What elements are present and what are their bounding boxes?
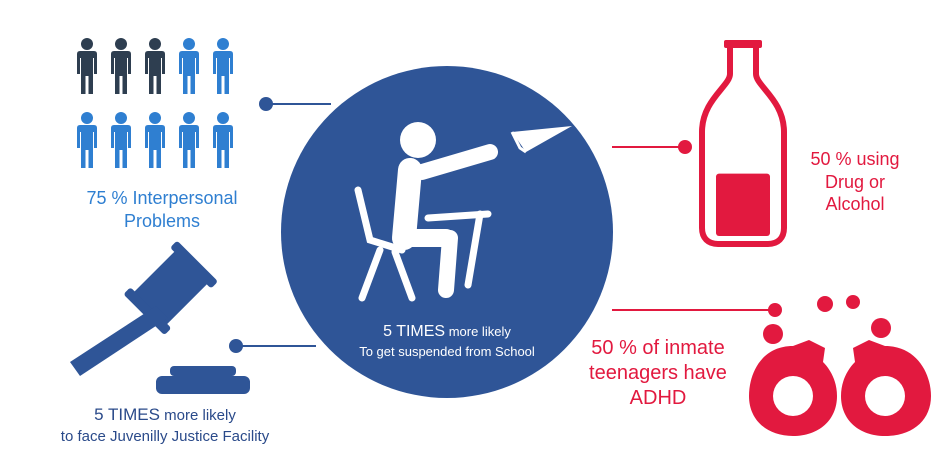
alcohol-line2: Drug or [824,171,886,192]
justice-line1: 5 TIMES more likely [30,404,300,426]
connector-dot-gavel [229,339,243,353]
handcuffs-icon [749,295,931,436]
person-figure [213,112,233,168]
connector-dot-bottle [678,140,692,154]
bottle-liquid [716,173,770,236]
interpersonal-caption: 75 % Interpersonal Problems [72,187,252,232]
adhd-line1: 50 % of inmate [591,337,725,359]
person-figure [179,112,199,168]
alcohol-caption: 50 % using Drug or Alcohol [790,148,920,216]
student-throwing-paper-plane-icon [354,122,572,302]
connector-dot-handcuffs [768,303,782,317]
center-caption: 5 TIMES more likely To get suspended fro… [327,322,567,360]
center-caption-line1: 5 TIMES more likely [327,322,567,342]
bottle-icon [699,40,787,247]
gavel-icon [70,241,250,394]
center-caption-rest: more likely [445,324,511,339]
adhd-caption: 50 % of inmate teenagers have ADHD [568,336,748,411]
justice-rest: more likely [159,407,236,424]
person-figure [77,38,97,94]
person-figure [145,38,165,94]
person-figure [111,112,131,168]
person-figure [213,38,233,94]
adhd-line2: teenagers have [589,362,727,384]
person-figure [111,38,131,94]
people-icon [77,38,233,168]
justice-strong: 5 TIMES [94,405,160,424]
justice-line2: to face Juvenilly Justice Facility [60,428,270,445]
person-figure [77,112,97,168]
person-figure [179,38,199,94]
interpersonal-line1: 75 % Interpersonal [86,188,238,208]
alcohol-line1: 50 % using [810,149,900,169]
interpersonal-line2: Problems [123,210,201,231]
connector-dot-people [259,97,273,111]
person-figure [145,112,165,168]
justice-caption: 5 TIMES more likely to face Juvenilly Ju… [30,404,300,447]
adhd-line3: ADHD [629,387,687,409]
center-caption-strong: 5 TIMES [383,323,446,340]
alcohol-line3: Alcohol [825,194,885,214]
center-caption-line2: To get suspended from School [359,344,535,359]
